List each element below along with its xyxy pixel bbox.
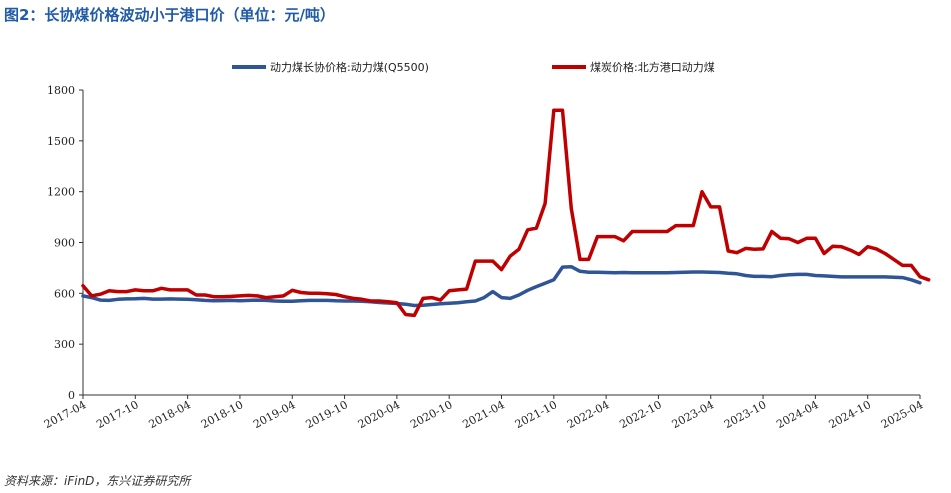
x-tick-label: 2019-04 (251, 398, 297, 431)
x-tick-label: 2017-10 (94, 398, 140, 431)
x-tick-label: 2021-04 (460, 398, 506, 431)
x-tick-label: 2020-10 (408, 398, 454, 431)
chart-legend: 动力煤长协价格:动力煤(Q5500) 煤炭价格:北方港口动力煤 (232, 60, 715, 74)
x-tick-label: 2023-04 (670, 398, 716, 431)
y-tick-label: 300 (54, 338, 75, 351)
series-line-port-price (81, 108, 931, 318)
y-tick-label: 0 (68, 389, 75, 402)
y-tick-label: 600 (54, 287, 75, 300)
source-note: 资料来源：iFinD，东兴证券研究所 (4, 474, 191, 488)
x-tick-label: 2024-04 (774, 398, 820, 431)
x-tick-label: 2022-04 (565, 398, 611, 431)
x-tick-label: 2020-04 (356, 398, 402, 431)
x-tick-label: 2024-10 (827, 398, 873, 431)
x-tick-label: 2019-10 (304, 398, 350, 431)
y-tick-label: 1800 (47, 84, 75, 97)
y-tick-label: 1500 (47, 135, 75, 148)
y-tick-label: 900 (54, 237, 75, 250)
y-tick-label: 1200 (47, 186, 75, 199)
legend-label: 动力煤长协价格:动力煤(Q5500) (270, 60, 429, 74)
chart-series (81, 108, 931, 318)
x-tick-label: 2022-10 (617, 398, 663, 431)
x-tick-label: 2017-04 (42, 398, 88, 431)
legend-label: 煤炭价格:北方港口动力煤 (590, 60, 715, 74)
x-tick-label: 2018-04 (147, 398, 193, 431)
x-tick-label: 2023-10 (722, 398, 768, 431)
x-tick-label: 2021-10 (513, 398, 559, 431)
series-line-contract-price (81, 264, 922, 308)
x-tick-label: 2018-10 (199, 398, 245, 431)
chart-title: 图2：长协煤价格波动小于港口价（单位：元/吨） (4, 6, 335, 24)
x-tick-label: 2025-04 (879, 398, 925, 431)
